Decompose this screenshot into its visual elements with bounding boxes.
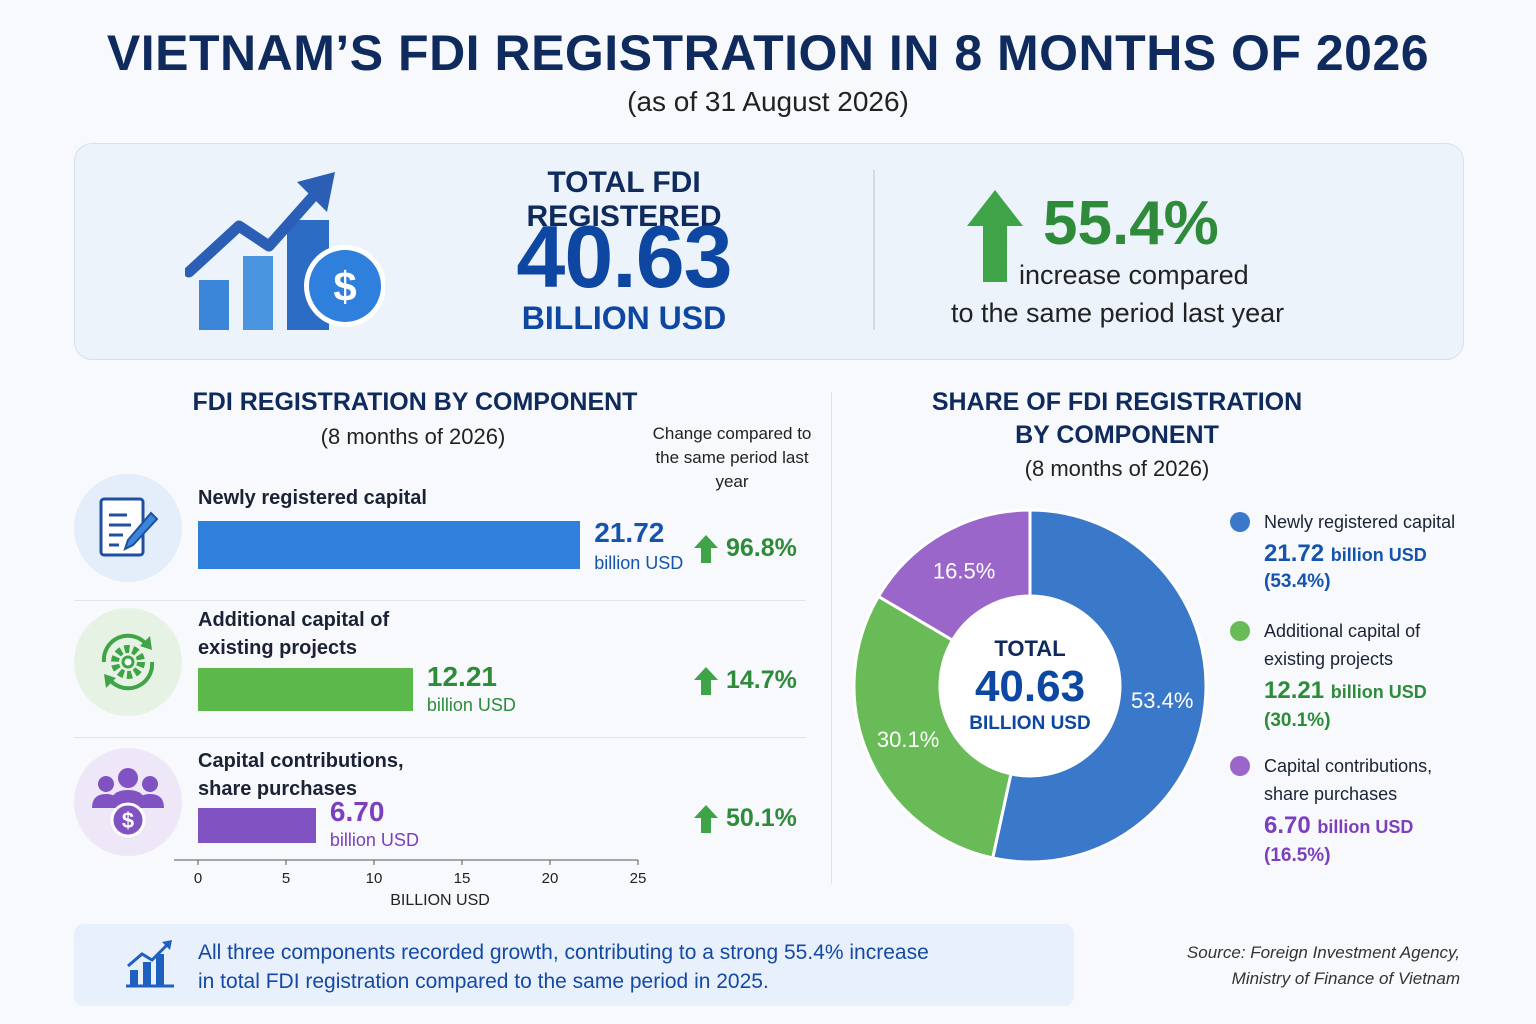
increase-percentage: 55.4% xyxy=(1043,189,1219,258)
x-axis-label: BILLION USD xyxy=(390,892,490,909)
up-arrow-icon xyxy=(694,534,718,563)
row-divider xyxy=(74,600,806,601)
component-section-subtitle: (8 months of 2026) xyxy=(320,424,506,449)
increase-text-line2: to the same period last year xyxy=(951,298,1285,328)
svg-text:$: $ xyxy=(333,263,356,310)
change-column-header: Change compared to the same period last … xyxy=(652,424,812,491)
change-value: 50.1% xyxy=(726,804,797,832)
donut-center-value: 40.63 xyxy=(974,662,1086,711)
legend-dot xyxy=(1230,512,1250,532)
donut-slice-label: 16.5% xyxy=(933,558,995,583)
svg-text:$: $ xyxy=(122,808,134,833)
note-line-1: All three components recorded growth, co… xyxy=(198,941,929,964)
bar-unit-additional-capital: billion USD xyxy=(426,695,516,715)
x-tick-label: 0 xyxy=(194,870,202,887)
x-tick-label: 15 xyxy=(454,870,471,887)
row-label-additional-capital-1: Additional capital of xyxy=(198,609,390,631)
legend-label: Newly registered capital xyxy=(1264,512,1456,532)
section-divider xyxy=(831,392,832,884)
legend-share: (30.1%) xyxy=(1264,710,1331,731)
bar-value-contributions: 6.70 xyxy=(329,796,385,827)
legend-value: 12.21 billion USD xyxy=(1264,677,1427,704)
share-section-subtitle: (8 months of 2026) xyxy=(1024,456,1210,481)
row-label-additional-capital-2: existing projects xyxy=(198,637,357,659)
bar-unit-new-capital: billion USD xyxy=(594,553,684,573)
summary-card: $ TOTAL FDI REGISTERED 40.63 BILLION USD… xyxy=(74,143,1464,360)
donut-center-label: TOTAL xyxy=(994,636,1066,661)
bar-contributions xyxy=(198,808,316,843)
component-section-title: FDI REGISTRATION BY COMPONENT xyxy=(192,388,638,416)
increase-text-line1: increase compared xyxy=(1019,260,1249,290)
up-arrow-icon xyxy=(694,804,718,833)
share-section-title-1: SHARE OF FDI REGISTRATION xyxy=(931,388,1303,416)
bar-value-new-capital: 21.72 xyxy=(594,517,665,548)
x-tick-label: 5 xyxy=(282,870,290,887)
x-tick-label: 10 xyxy=(366,870,383,887)
legend-share: (16.5%) xyxy=(1264,845,1331,866)
x-tick-label: 25 xyxy=(630,870,647,887)
donut-slice-label: 30.1% xyxy=(877,727,939,752)
row-label-new-capital: Newly registered capital xyxy=(198,487,427,509)
x-tick-label: 20 xyxy=(542,870,559,887)
total-fdi-label: TOTAL FDI REGISTERED xyxy=(526,166,722,233)
bar-value-additional-capital: 12.21 xyxy=(426,661,497,692)
bar-additional-capital xyxy=(198,668,413,711)
change-new-capital: 96.8% xyxy=(694,534,797,563)
legend-value: 6.70 billion USD xyxy=(1264,812,1414,839)
change-contributions: 50.1% xyxy=(694,804,797,833)
legend-label-1: Capital contributions, xyxy=(1264,756,1433,776)
source-line-1: Source: Foreign Investment Agency, xyxy=(1186,943,1460,962)
bar-new-capital xyxy=(198,521,581,569)
legend-share: (53.4%) xyxy=(1264,571,1331,592)
page-subtitle: (as of 31 August 2026) xyxy=(627,86,909,117)
up-arrow-icon xyxy=(965,190,1025,291)
donut-slice-label: 53.4% xyxy=(1131,688,1193,713)
people-dollar-icon: $ xyxy=(74,748,182,856)
bar-unit-contributions: billion USD xyxy=(329,830,419,850)
gear-cycle-icon xyxy=(74,608,182,716)
legend-label-1: Additional capital of xyxy=(1264,621,1421,641)
change-additional-capital: 14.7% xyxy=(694,666,797,695)
summary-note: All three components recorded growth, co… xyxy=(74,924,1074,1006)
share-section-title-2: BY COMPONENT xyxy=(1015,421,1219,449)
row-divider xyxy=(74,737,806,738)
legend-label-2: share purchases xyxy=(1264,784,1398,804)
source-line-2: Ministry of Finance of Vietnam xyxy=(1231,969,1460,988)
bar-chart-trend-icon xyxy=(124,940,176,995)
total-fdi-unit: BILLION USD xyxy=(521,300,727,336)
row-label-contributions-2: share purchases xyxy=(198,778,357,800)
change-value: 96.8% xyxy=(726,534,797,562)
growth-chart-dollar-icon: $ xyxy=(183,168,386,343)
document-pen-icon xyxy=(74,474,182,582)
donut-center-unit: BILLION USD xyxy=(969,713,1091,734)
legend-dot xyxy=(1230,756,1250,776)
card-divider xyxy=(873,170,875,330)
donut-hole xyxy=(940,596,1120,776)
row-label-contributions-1: Capital contributions, xyxy=(198,750,404,772)
change-value: 14.7% xyxy=(726,666,797,694)
legend-label-2: existing projects xyxy=(1264,649,1394,669)
page-title: VIETNAM’S FDI REGISTRATION IN 8 MONTHS O… xyxy=(106,25,1430,81)
source-text: Source: Foreign Investment Agency, Minis… xyxy=(1120,940,1460,992)
note-line-2: in total FDI registration compared to th… xyxy=(198,970,769,993)
summary-note-text: All three components recorded growth, co… xyxy=(198,938,1058,996)
legend-dot xyxy=(1230,621,1250,641)
total-fdi-value: 40.63 xyxy=(516,207,732,306)
up-arrow-icon xyxy=(694,666,718,695)
legend-value: 21.72 billion USD xyxy=(1264,540,1427,567)
